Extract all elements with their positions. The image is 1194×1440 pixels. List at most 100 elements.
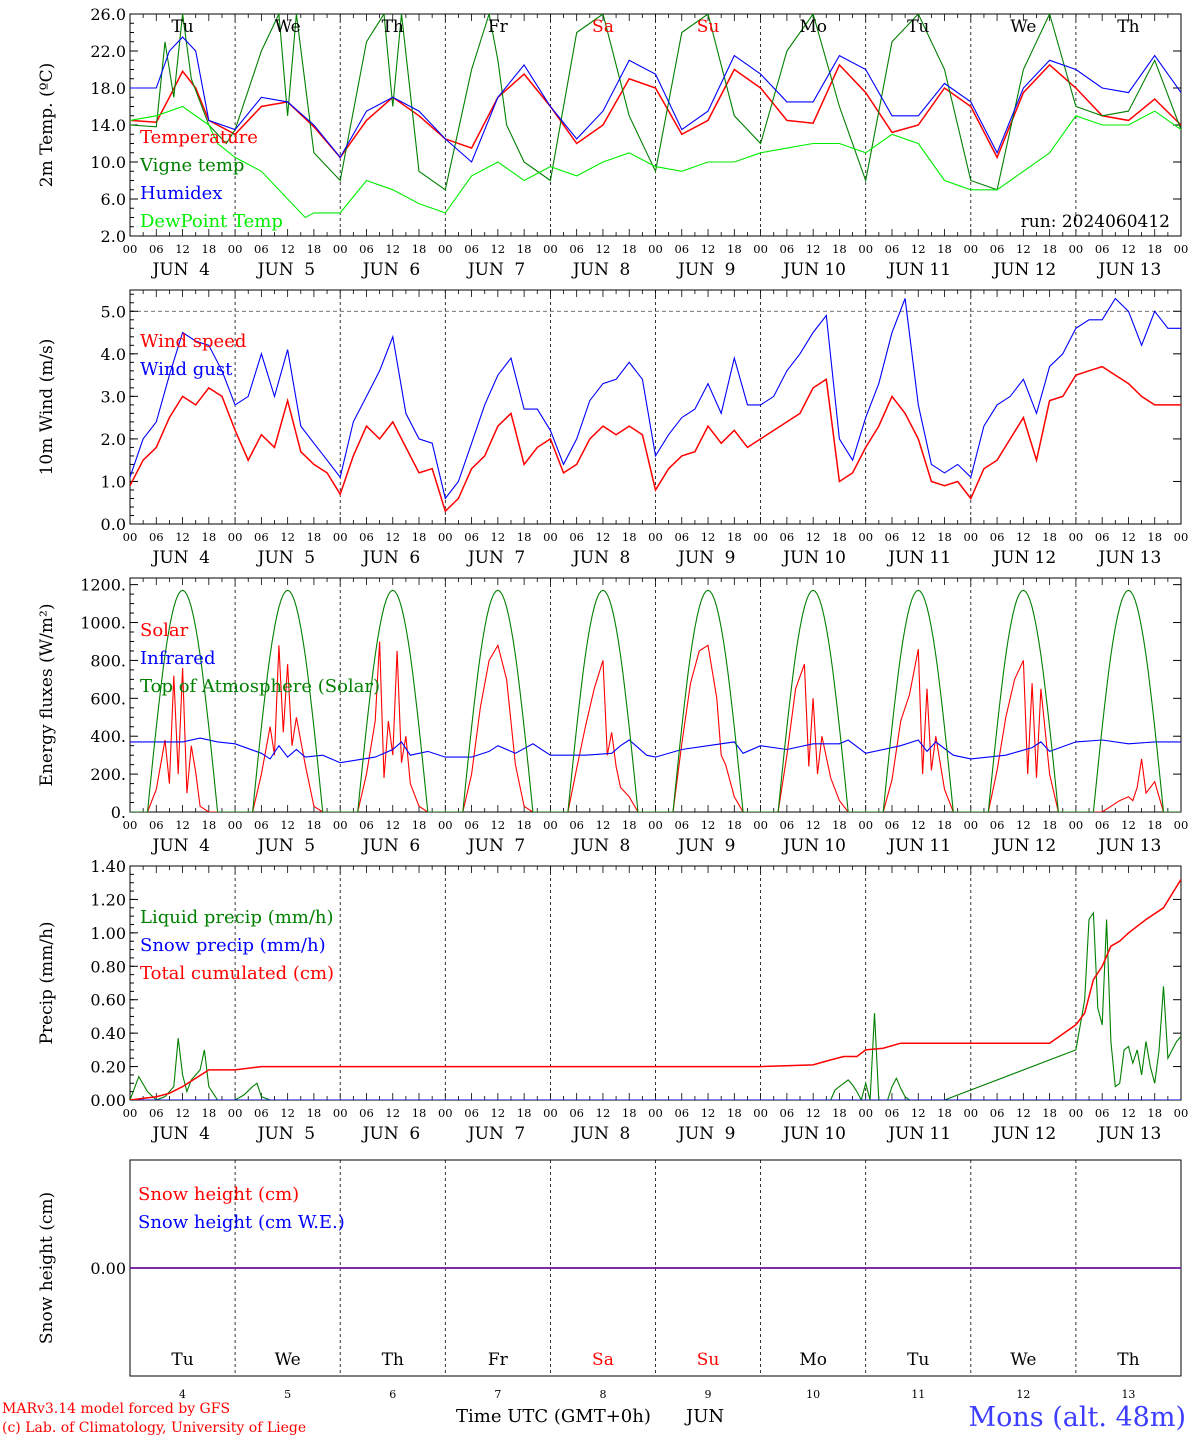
date-month-label: JUN xyxy=(151,548,189,568)
day-number-label: 5 xyxy=(284,1388,291,1401)
hour-tick-label: 06 xyxy=(359,1106,374,1120)
hour-tick-label: 12 xyxy=(1121,530,1136,544)
hour-tick-label: 00 xyxy=(333,1106,348,1120)
hour-tick-label: 18 xyxy=(1042,530,1057,544)
hour-tick-label: 18 xyxy=(937,1106,952,1120)
hour-tick-label: 06 xyxy=(569,818,584,832)
date-day-label: 6 xyxy=(409,1124,420,1144)
hour-tick-label: 00 xyxy=(228,530,243,544)
hour-tick-label: 00 xyxy=(333,530,348,544)
hour-tick-label: 00 xyxy=(858,530,873,544)
hour-tick-label: 00 xyxy=(1174,818,1189,832)
hour-tick-label: 06 xyxy=(990,530,1005,544)
hour-tick-label: 06 xyxy=(464,1106,479,1120)
date-day-label: 13 xyxy=(1140,1124,1162,1144)
date-day-label: 6 xyxy=(409,836,420,856)
date-day-label: 12 xyxy=(1035,1124,1057,1144)
weekday-label-bottom: Th xyxy=(382,1350,404,1370)
date-month-label: JUN xyxy=(991,548,1029,568)
hour-tick-label: 18 xyxy=(832,530,847,544)
date-month-label: JUN xyxy=(361,548,399,568)
date-day-label: 13 xyxy=(1140,260,1162,280)
date-day-label: 6 xyxy=(409,548,420,568)
date-month-label: JUN xyxy=(256,548,294,568)
hour-tick-label: 00 xyxy=(753,530,768,544)
hour-tick-label: 06 xyxy=(464,530,479,544)
y-tick-label: 0.00 xyxy=(90,1259,126,1278)
hour-tick-label: 12 xyxy=(175,242,190,256)
date-day-label: 10 xyxy=(824,548,846,568)
hour-tick-label: 18 xyxy=(517,818,532,832)
legend-entry: Liquid precip (mm/h) xyxy=(140,907,334,928)
y-tick-label: 6.0 xyxy=(101,190,126,209)
date-month-label: JUN xyxy=(886,1124,924,1144)
date-month-label: JUN xyxy=(1096,260,1134,280)
day-number-label: 12 xyxy=(1016,1388,1030,1401)
date-day-label: 4 xyxy=(199,836,210,856)
day-number-label: 13 xyxy=(1121,1388,1135,1401)
hour-tick-label: 06 xyxy=(674,1106,689,1120)
hour-tick-label: 00 xyxy=(963,530,978,544)
hour-tick-label: 18 xyxy=(517,242,532,256)
date-day-label: 8 xyxy=(620,548,631,568)
hour-tick-label: 06 xyxy=(1095,242,1110,256)
series-line xyxy=(130,14,1181,191)
hour-tick-label: 12 xyxy=(806,530,821,544)
hour-tick-label: 00 xyxy=(438,530,453,544)
y-tick-label: 1.00 xyxy=(90,924,126,943)
y-tick-label: 2.0 xyxy=(101,430,126,449)
hour-tick-label: 18 xyxy=(622,818,637,832)
hour-tick-label: 12 xyxy=(596,242,611,256)
hour-tick-label: 12 xyxy=(701,1106,716,1120)
weekday-label-top: We xyxy=(275,17,301,37)
hour-tick-label: 18 xyxy=(202,818,217,832)
hour-tick-label: 06 xyxy=(359,242,374,256)
hour-tick-label: 00 xyxy=(228,818,243,832)
date-month-label: JUN xyxy=(676,548,714,568)
legend-entry: Vigne temp xyxy=(139,155,244,176)
panel-3: 00 06 12 18 00 06 12 18 00 06 12 18 00 06 12 18 00 06 12 18… xyxy=(37,576,1188,856)
date-day-label: 9 xyxy=(725,1124,736,1144)
y-axis-title: Energy fluxes (W/m²) xyxy=(37,604,57,787)
day-number-label: 10 xyxy=(806,1388,820,1401)
y-tick-label: 5.0 xyxy=(101,302,126,321)
hour-tick-label: 12 xyxy=(701,530,716,544)
date-day-label: 7 xyxy=(514,548,525,568)
y-tick-label: 0.00 xyxy=(90,1091,126,1110)
hour-tick-label: 18 xyxy=(727,1106,742,1120)
legend-entry: Humidex xyxy=(140,183,222,204)
date-month-label: JUN xyxy=(676,260,714,280)
hour-tick-label: 00 xyxy=(333,242,348,256)
hour-tick-label: 18 xyxy=(622,242,637,256)
hour-tick-label: 00 xyxy=(1174,242,1189,256)
hour-tick-label: 18 xyxy=(727,242,742,256)
hour-tick-label: 12 xyxy=(280,818,295,832)
hour-tick-label: 12 xyxy=(596,818,611,832)
hour-tick-label: 18 xyxy=(202,242,217,256)
hour-tick-label: 00 xyxy=(648,530,663,544)
hour-tick-label: 12 xyxy=(1016,818,1031,832)
panel-4: 00 06 12 18 00 06 12 18 00 06 12 18 00 06 12 18 00 06 12 18… xyxy=(37,857,1188,1144)
legend-entry: Total cumulated (cm) xyxy=(140,963,334,984)
date-day-label: 11 xyxy=(929,260,951,280)
hour-tick-label: 00 xyxy=(1069,530,1084,544)
date-day-label: 13 xyxy=(1140,548,1162,568)
hour-tick-label: 00 xyxy=(123,818,138,832)
hour-tick-label: 12 xyxy=(385,1106,400,1120)
y-tick-label: 0.40 xyxy=(90,1024,126,1043)
hour-tick-label: 18 xyxy=(622,530,637,544)
date-day-label: 7 xyxy=(514,1124,525,1144)
hour-tick-label: 00 xyxy=(1069,1106,1084,1120)
hour-tick-label: 00 xyxy=(753,818,768,832)
date-day-label: 5 xyxy=(304,548,315,568)
hour-tick-label: 00 xyxy=(963,242,978,256)
date-day-label: 13 xyxy=(1140,836,1162,856)
hour-tick-label: 12 xyxy=(491,1106,506,1120)
date-month-label: JUN xyxy=(991,260,1029,280)
hour-tick-label: 00 xyxy=(1069,242,1084,256)
hour-tick-label: 18 xyxy=(412,1106,427,1120)
y-tick-label: 0. xyxy=(111,803,126,822)
hour-tick-label: 12 xyxy=(1121,818,1136,832)
hour-tick-label: 00 xyxy=(543,530,558,544)
weekday-label-bottom: Fr xyxy=(488,1350,509,1370)
